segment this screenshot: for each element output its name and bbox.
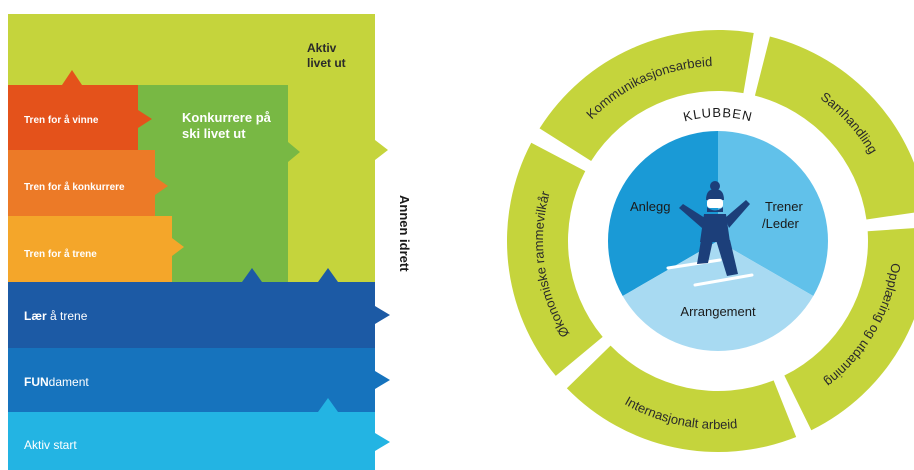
label-konkurrere-2: ski livet ut — [182, 126, 246, 141]
sector-trener — [718, 131, 828, 296]
sector-anlegg — [607, 131, 718, 296]
skier-icon — [666, 181, 754, 287]
band-aktiv-start — [8, 398, 390, 470]
outer-segment-1 — [539, 30, 754, 161]
label-aktiv-start: Aktiv start — [24, 438, 77, 452]
label-tren-for-a-trene: Tren for å trene — [24, 248, 97, 260]
athlete-development-model: Aktiv livet ut Konkurrere på ski livet u… — [8, 14, 412, 470]
club-wheel: Kommunikasjonsarbeid Samhandling Opplæri… — [506, 30, 914, 453]
outer-segment-5 — [506, 142, 603, 376]
label-aktiv-livet-ut-1: Aktiv — [307, 41, 337, 55]
label-laer-a-trene: Lær å trene — [24, 309, 88, 323]
inner-label-trener: Trener — [765, 199, 803, 214]
outer-segment-2 — [754, 36, 914, 220]
label-aktiv-livet-ut-2: livet ut — [307, 56, 346, 70]
label-annen-idrett: Annen idrett — [397, 195, 412, 272]
outer-ring — [506, 30, 914, 453]
label-tren-for-a-vinne: Tren for å vinne — [24, 114, 99, 126]
inner-label-arrangement: Arrangement — [680, 304, 756, 319]
inner-label-anlegg: Anlegg — [630, 199, 670, 214]
label-konkurrere-1: Konkurrere på — [182, 110, 272, 125]
outer-segment-3 — [784, 228, 914, 431]
outer-segment-4 — [566, 345, 797, 453]
label-fundament: FUNdament — [24, 375, 89, 389]
label-tren-for-a-konkurrere: Tren for å konkurrere — [24, 181, 125, 193]
inner-label-leder: /Leder — [762, 216, 800, 231]
klubben-title: KLUBBEN — [682, 105, 755, 124]
